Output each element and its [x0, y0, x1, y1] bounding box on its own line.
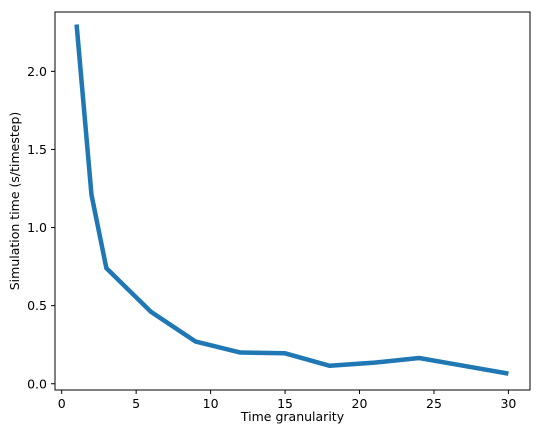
series-line-0 — [74, 24, 509, 376]
y-tick-label: 1.0 — [27, 220, 47, 235]
x-tick-label: 30 — [500, 396, 516, 411]
y-tick-label: 0.0 — [27, 376, 47, 391]
y-tick-label: 1.5 — [27, 142, 47, 157]
x-tick-label: 20 — [352, 396, 368, 411]
x-axis: 0 5 10 15 20 25 30 — [58, 390, 516, 411]
y-tick-label: 0.5 — [27, 298, 47, 313]
x-tick-label: 25 — [426, 396, 442, 411]
x-tick-label: 0 — [58, 396, 66, 411]
y-axis-label: Simulation time (s/timestep) — [7, 112, 22, 291]
plot-area — [74, 24, 509, 376]
y-axis: 0.0 0.5 1.0 1.5 2.0 — [27, 64, 55, 391]
x-tick-label: 5 — [132, 396, 140, 411]
axes-frame — [54, 11, 531, 391]
x-tick-label: 10 — [203, 396, 219, 411]
x-tick-label: 15 — [277, 396, 293, 411]
y-tick-label: 2.0 — [27, 64, 47, 79]
x-axis-label: Time granularity — [240, 409, 345, 424]
